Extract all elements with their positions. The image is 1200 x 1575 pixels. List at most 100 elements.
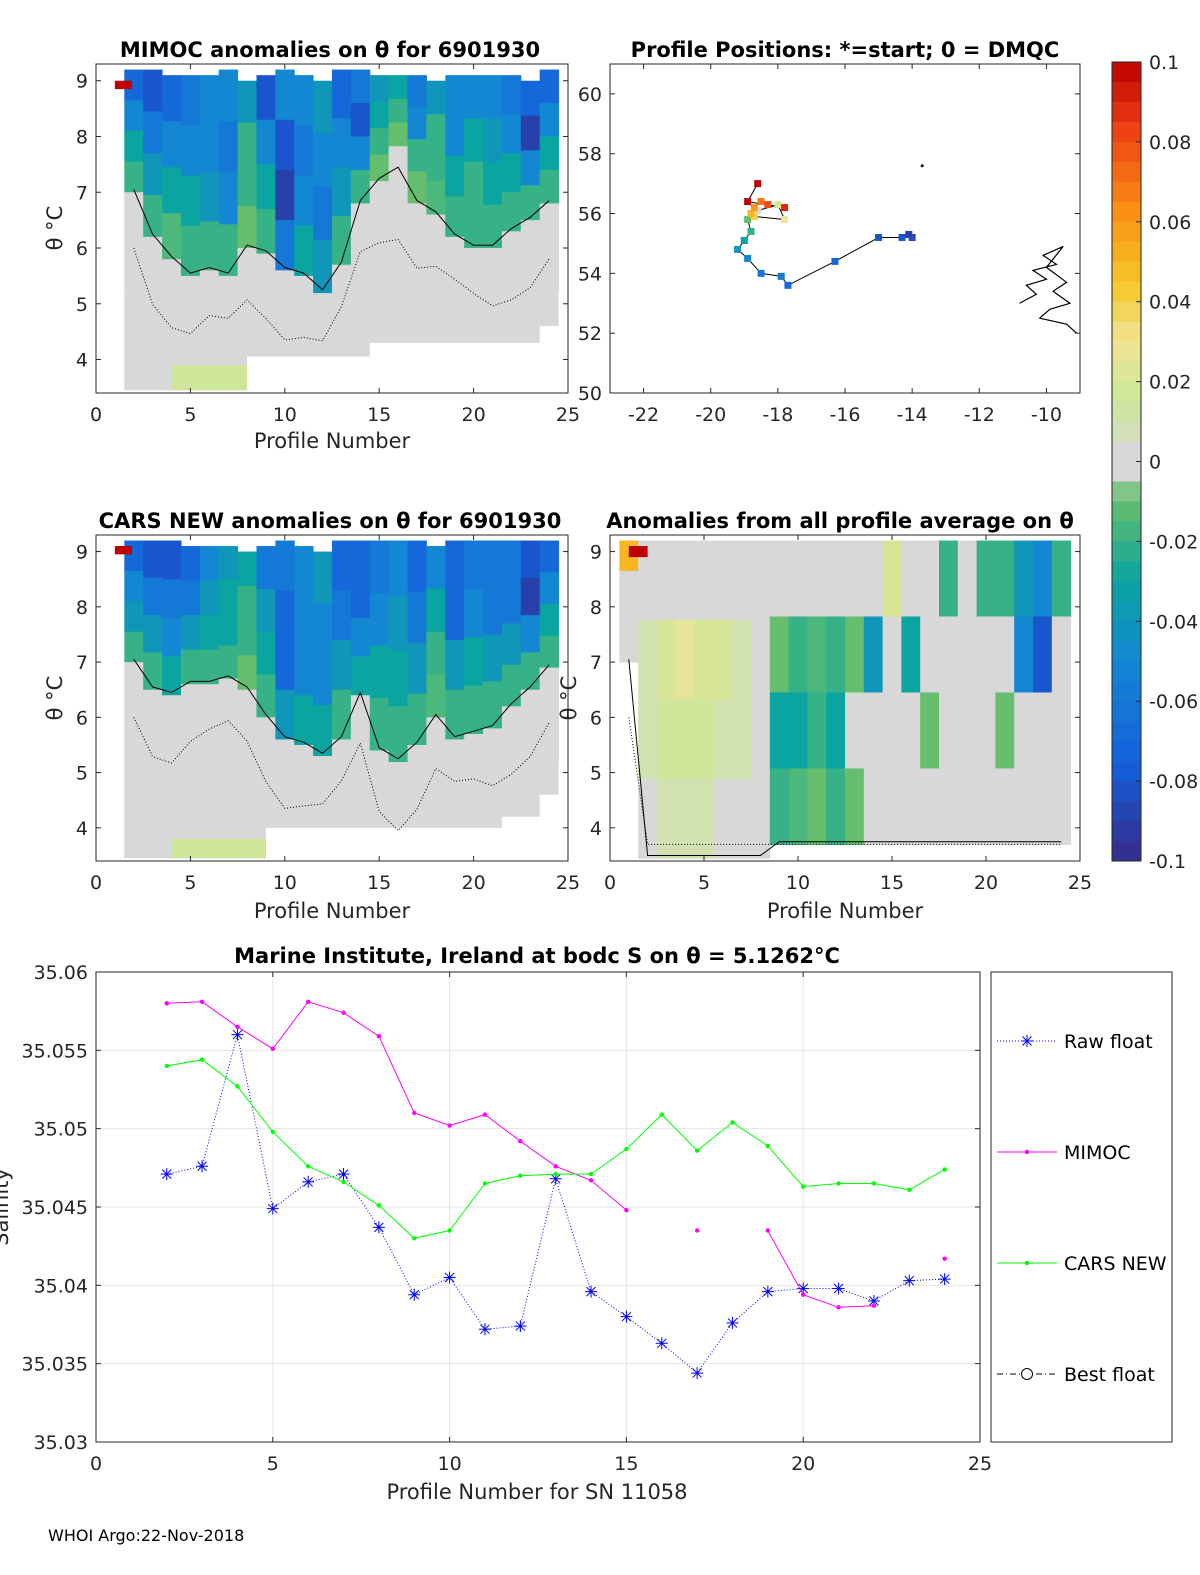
- heatmap-cell: [657, 699, 677, 780]
- profile-position-marker: [757, 269, 765, 277]
- heatmap-cell: [237, 620, 257, 656]
- x-tick-label: 15: [367, 872, 391, 894]
- heatmap-cell: [1014, 540, 1034, 617]
- heatmap-cell: [426, 631, 446, 676]
- heatmap-cell: [350, 103, 371, 137]
- heatmap-cell: [995, 616, 1015, 693]
- heatmap-cell: [520, 150, 541, 186]
- y-tick-label: 5: [76, 294, 88, 316]
- profile-position-marker: [831, 257, 839, 265]
- cars-new-point: [447, 1228, 452, 1233]
- colorbar-segment: [1112, 601, 1141, 622]
- heatmap-cell: [332, 689, 352, 740]
- heatmap-cell: [445, 196, 465, 238]
- raw-float-point: [478, 1323, 491, 1336]
- heatmap-cell: [143, 195, 163, 238]
- colorbar-segment: [1112, 581, 1141, 602]
- heatmap-cell: [464, 733, 484, 762]
- heatmap-cell: [675, 699, 696, 780]
- heatmap-cell: [407, 107, 427, 140]
- heatmap-cell: [445, 689, 465, 740]
- heatmap-cell: [995, 692, 1015, 769]
- heatmap-cell: [501, 664, 522, 707]
- y-tick-label: 7: [590, 652, 602, 674]
- heatmap-cell: [483, 75, 503, 119]
- heatmap-cell: [445, 236, 465, 293]
- heatmap-cell: [218, 678, 239, 762]
- heatmap-cell: [619, 631, 639, 663]
- profile-position-marker: [781, 216, 789, 224]
- colorbar-segment: [1112, 341, 1141, 363]
- mimoc-point: [270, 1046, 275, 1051]
- raw-float-point: [266, 1202, 279, 1215]
- heatmap-cell: [313, 704, 333, 757]
- heatmap-cell: [369, 698, 390, 751]
- heatmap-cell: [539, 761, 559, 795]
- heatmap-cell: [845, 692, 865, 769]
- mimoc-point: [341, 1010, 346, 1015]
- colorbar-segment: [1112, 261, 1141, 283]
- heatmap-cell: [199, 75, 220, 125]
- colorbar-tick-label: -0.04: [1149, 611, 1198, 633]
- heatmap-cell: [143, 69, 163, 112]
- heatmap-cell: [483, 204, 503, 249]
- colorbar-tick-label: 0.1: [1149, 52, 1179, 74]
- heatmap-cell: [501, 75, 522, 115]
- y-tick-label: 56: [578, 204, 602, 226]
- heatmap-cell: [388, 595, 409, 652]
- heatmap-cell: [807, 616, 827, 693]
- heatmap-cell: [124, 662, 144, 762]
- heatmap-cell: [388, 540, 409, 597]
- raw-float-point: [514, 1320, 527, 1333]
- heatmap-cell: [501, 153, 522, 193]
- heatmap-cell: [483, 540, 503, 588]
- profile-position-marker: [750, 204, 758, 212]
- heatmap-cell: [445, 115, 465, 157]
- heatmap-cell: [520, 540, 541, 579]
- mimoc-point: [942, 1256, 947, 1261]
- heatmap-cell: [379, 761, 502, 828]
- raw-float-point: [231, 1028, 244, 1041]
- profile-position-marker: [740, 236, 748, 244]
- colorbar-segment: [1112, 361, 1141, 383]
- heatmap-cell: [957, 540, 978, 617]
- mimoc-point: [836, 1305, 841, 1310]
- heatmap-cell: [920, 692, 940, 769]
- x-tick-label: 25: [556, 872, 580, 894]
- colorbar-segment: [1112, 421, 1141, 443]
- heatmap-cell: [732, 699, 752, 780]
- mimoc-point: [235, 1024, 240, 1030]
- heatmap-cell: [426, 147, 446, 182]
- colorbar-segment: [1112, 141, 1141, 163]
- heatmap-cell: [218, 612, 239, 647]
- heatmap-cell: [882, 768, 902, 845]
- colorbar-segment: [1112, 721, 1141, 742]
- x-tick-label: 0: [90, 1453, 102, 1475]
- heatmap-cell: [901, 616, 921, 693]
- heatmap-cell: [265, 761, 380, 828]
- heatmap-cell: [180, 684, 201, 762]
- y-tick-label: 35.055: [22, 1040, 88, 1062]
- heatmap-cell: [619, 570, 639, 602]
- heatmap-cell: [445, 739, 465, 762]
- heatmap-cell: [332, 69, 352, 119]
- heatmap-cell: [539, 103, 560, 137]
- heatmap-cell: [237, 80, 257, 124]
- colorbar-segment: [1112, 741, 1141, 762]
- heatmap-cell: [114, 80, 132, 90]
- heatmap-cell: [407, 75, 427, 108]
- raw-float-point: [655, 1337, 668, 1350]
- cars-new-point: [801, 1184, 806, 1189]
- coastline: [1019, 245, 1078, 334]
- cars-new-point: [199, 1057, 205, 1062]
- cars-new-point: [305, 1164, 311, 1169]
- heatmap-cell: [901, 768, 921, 845]
- heatmap-cell: [350, 540, 371, 580]
- cars-new-point: [942, 1167, 947, 1172]
- cars-new-point: [765, 1143, 771, 1149]
- x-tick-label: -10: [1031, 404, 1062, 426]
- heatmap-cell: [539, 540, 560, 573]
- heatmap-cell: [807, 768, 827, 845]
- heatmap-cell: [350, 69, 371, 104]
- heatmap-cell: [256, 253, 276, 293]
